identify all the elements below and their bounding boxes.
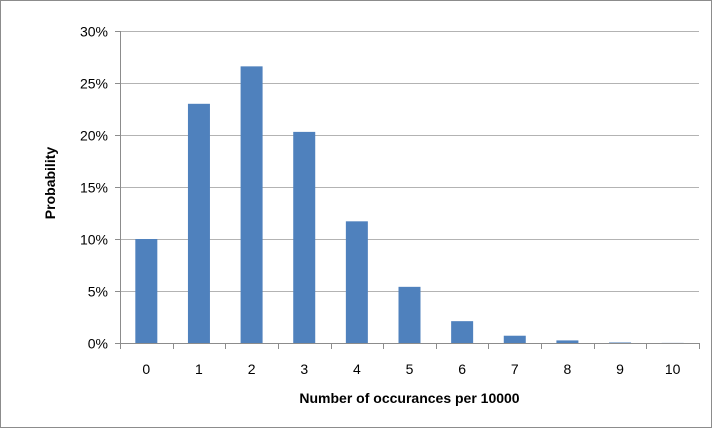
x-tick-label: 1 <box>195 361 203 377</box>
x-tick-label: 0 <box>142 361 150 377</box>
bar <box>398 286 421 343</box>
x-tick-label: 10 <box>665 361 681 377</box>
x-tick-label: 2 <box>248 361 256 377</box>
y-tick-label: 25% <box>80 76 108 92</box>
x-tick-labels: 0 1 2 3 4 5 6 7 8 9 10 <box>142 361 680 377</box>
gridlines <box>120 31 699 292</box>
bar <box>556 340 579 343</box>
bar <box>345 221 368 343</box>
bar <box>240 66 263 344</box>
y-tick-label: 0% <box>88 336 108 352</box>
y-tick-label: 10% <box>80 232 108 248</box>
y-tick-label: 30% <box>80 24 108 40</box>
y-tick-label: 15% <box>80 180 108 196</box>
x-axis-title: Number of occurances per 10000 <box>299 390 519 406</box>
x-tick-label: 3 <box>300 361 308 377</box>
bar <box>293 131 316 343</box>
x-tick-label: 4 <box>353 361 361 377</box>
y-tick-label: 20% <box>80 128 108 144</box>
x-tick-label: 8 <box>564 361 572 377</box>
bar <box>451 321 474 343</box>
axes <box>115 31 700 349</box>
y-tick-labels: 0% 5% 10% 15% 20% 25% 30% <box>80 24 108 352</box>
x-tick-label: 5 <box>406 361 414 377</box>
y-axis-title: Probability <box>42 147 58 220</box>
bar <box>187 103 210 343</box>
y-tick-label: 5% <box>88 284 108 300</box>
x-tick-label: 6 <box>458 361 466 377</box>
x-tick-label: 9 <box>616 361 624 377</box>
bar <box>503 335 526 343</box>
bar <box>135 239 158 343</box>
x-tick-label: 7 <box>511 361 519 377</box>
bar <box>609 342 632 343</box>
bars <box>135 66 684 344</box>
